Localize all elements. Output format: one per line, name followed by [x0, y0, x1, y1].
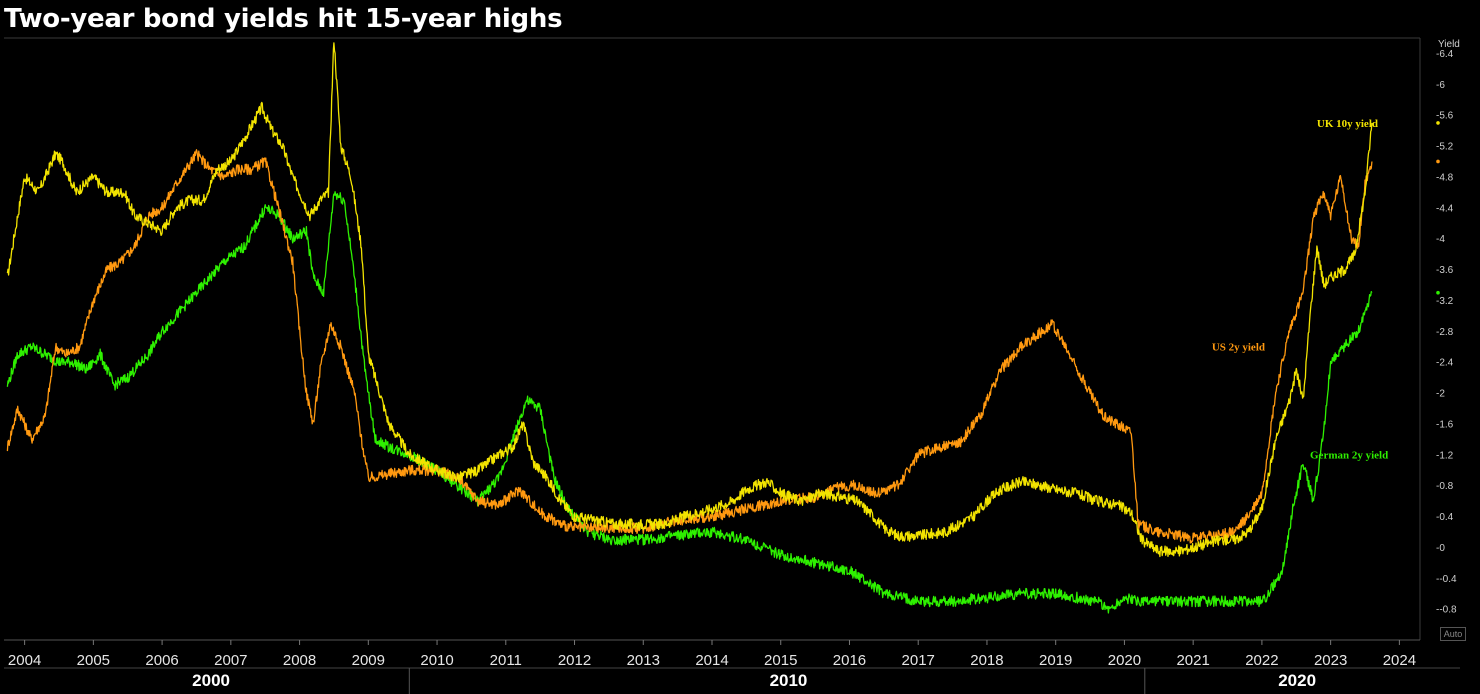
y-tick-label: -0.8	[1436, 481, 1454, 492]
y-tick-label: -6.4	[1436, 49, 1454, 60]
x-tick-label: 2008	[283, 652, 316, 669]
last-value-marker-0	[1436, 121, 1440, 125]
series-labels: UK 10y yield US 2y yield German 2y yield	[1212, 118, 1388, 462]
y-tick-label: -3.6	[1436, 265, 1454, 276]
y-tick-label: -1.6	[1436, 419, 1454, 430]
y-tick-label: -4.4	[1436, 203, 1454, 214]
series-label-2: German 2y yield	[1310, 450, 1388, 462]
decade-label: 2010	[770, 671, 808, 690]
chart-title: Two-year bond yields hit 15-year highs	[4, 4, 563, 34]
x-tick-label: 2015	[764, 652, 797, 669]
last-value-marker-2	[1436, 290, 1440, 295]
y-tick-label: -6	[1436, 80, 1445, 91]
series-line-2	[6, 191, 1373, 614]
x-tick-label: 2020	[1108, 652, 1141, 669]
y-tick-label: -1.2	[1436, 450, 1454, 461]
auto-scale-button[interactable]: Auto	[1440, 627, 1466, 641]
x-tick-label: 2024	[1383, 652, 1416, 669]
series-label-1: US 2y yield	[1212, 342, 1265, 354]
y-axis-label: Yield	[1438, 39, 1460, 50]
x-tick-label: 2022	[1245, 652, 1278, 669]
x-tick-label: 2004	[8, 652, 41, 669]
x-tick-label: 2023	[1314, 652, 1347, 669]
x-tick-label: 2010	[420, 652, 453, 669]
series-line-0	[6, 42, 1373, 558]
decade-label: 2020	[1278, 671, 1316, 690]
decade-label: 2000	[192, 671, 230, 690]
series-line-1	[6, 149, 1373, 544]
x-tick-label: 2018	[970, 652, 1003, 669]
y-tick-label: -0	[1436, 543, 1445, 554]
x-tick-label: 2021	[1176, 652, 1209, 669]
y-tick-label: -2	[1436, 389, 1445, 400]
y-tick-label: --0.4	[1436, 574, 1457, 585]
y-tick-label: -2.4	[1436, 358, 1454, 369]
y-tick-label: -2.8	[1436, 327, 1454, 338]
x-tick-label: 2013	[627, 652, 660, 669]
x-tick-label: 2016	[833, 652, 866, 669]
y-tick-label: -3.2	[1436, 296, 1454, 307]
y-axis: Yield-6.4 -6 -5.6 -5.2 -4.8 -4.4 -4 -3.6 -3.2 -2.…	[1436, 39, 1460, 616]
x-tick-label: 2005	[77, 652, 110, 669]
x-tick-label: 2019	[1039, 652, 1072, 669]
series-lines	[6, 42, 1440, 614]
x-tick-label: 2009	[352, 652, 385, 669]
series-label-0: UK 10y yield	[1317, 118, 1378, 130]
x-tick-label: 2006	[145, 652, 178, 669]
last-value-marker-1	[1436, 159, 1440, 164]
x-tick-label: 2012	[558, 652, 591, 669]
y-tick-label: -5.6	[1436, 111, 1454, 122]
x-tick-label: 2011	[490, 652, 522, 669]
x-tick-label: 2007	[214, 652, 247, 669]
y-tick-label: -4.8	[1436, 172, 1454, 183]
x-tick-label: 2017	[902, 652, 935, 669]
y-tick-label: -0.4	[1436, 512, 1454, 523]
y-tick-label: --0.8	[1436, 605, 1457, 616]
y-tick-label: -4	[1436, 234, 1445, 245]
x-axis: 2004 2005 2006 2007 2008 2009 2010 2011 2012 2013…	[8, 640, 1416, 694]
x-tick-label: 2014	[695, 652, 728, 669]
y-tick-label: -5.2	[1436, 142, 1454, 153]
